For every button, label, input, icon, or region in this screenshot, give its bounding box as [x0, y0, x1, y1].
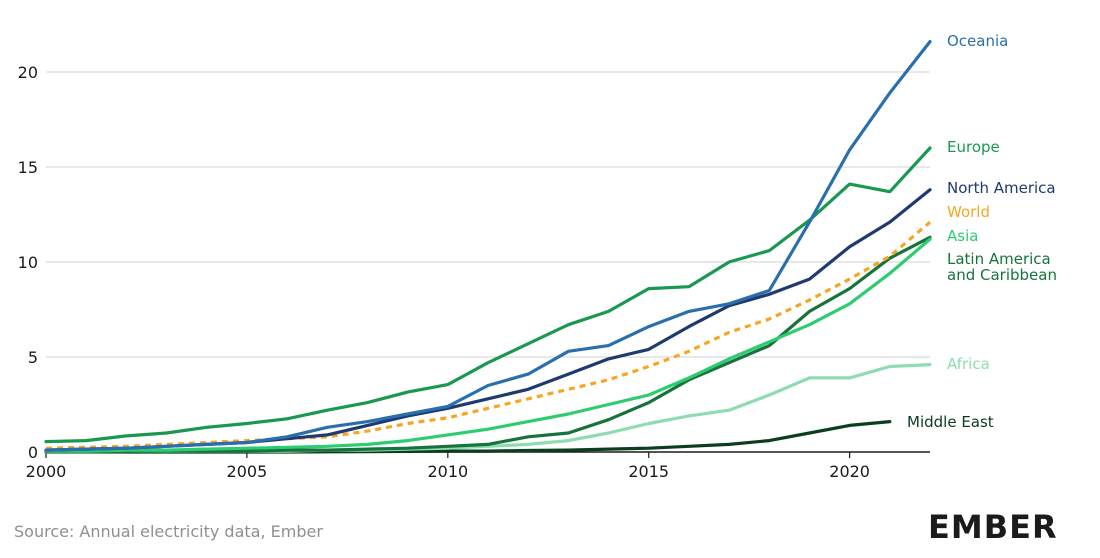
- series-label: Europe: [947, 138, 1000, 156]
- axis-ticks: 0 5 10 15 20 2000 2005 2010 2015 2020: [18, 63, 870, 481]
- series-lines: [44, 40, 932, 454]
- series-line-latin-america-and-caribbean: [44, 235, 932, 454]
- series-line-asia: [44, 237, 932, 453]
- y-tick-label: 20: [18, 63, 38, 82]
- y-tick-label: 5: [28, 348, 38, 367]
- x-tick-label: 2005: [227, 462, 268, 481]
- x-tick-label: 2015: [628, 462, 669, 481]
- series-label: Asia: [947, 227, 978, 245]
- x-tick-label: 2010: [427, 462, 468, 481]
- series-line-oceania: [44, 40, 932, 452]
- x-tick-label: 2000: [26, 462, 67, 481]
- x-tick-label: 2020: [829, 462, 870, 481]
- gridlines: [46, 71, 930, 453]
- y-tick-label: 10: [18, 253, 38, 272]
- y-tick-label: 15: [18, 158, 38, 177]
- series-label: North America: [947, 179, 1056, 197]
- series-line-europe: [44, 146, 932, 444]
- series-label: Oceania: [947, 32, 1008, 50]
- series-label: Middle East: [907, 413, 994, 431]
- series-labels: Oceania Europe North America World Asia Latin…: [907, 32, 1057, 431]
- ember-logo: EMBER: [928, 508, 1058, 546]
- series-label: World: [947, 203, 990, 221]
- source-note: Source: Annual electricity data, Ember: [14, 522, 323, 541]
- series-label: Latin America and Caribbean: [947, 250, 1057, 284]
- series-line-world: [45, 220, 932, 450]
- series-label: Africa: [947, 355, 990, 373]
- y-tick-label: 0: [28, 443, 38, 462]
